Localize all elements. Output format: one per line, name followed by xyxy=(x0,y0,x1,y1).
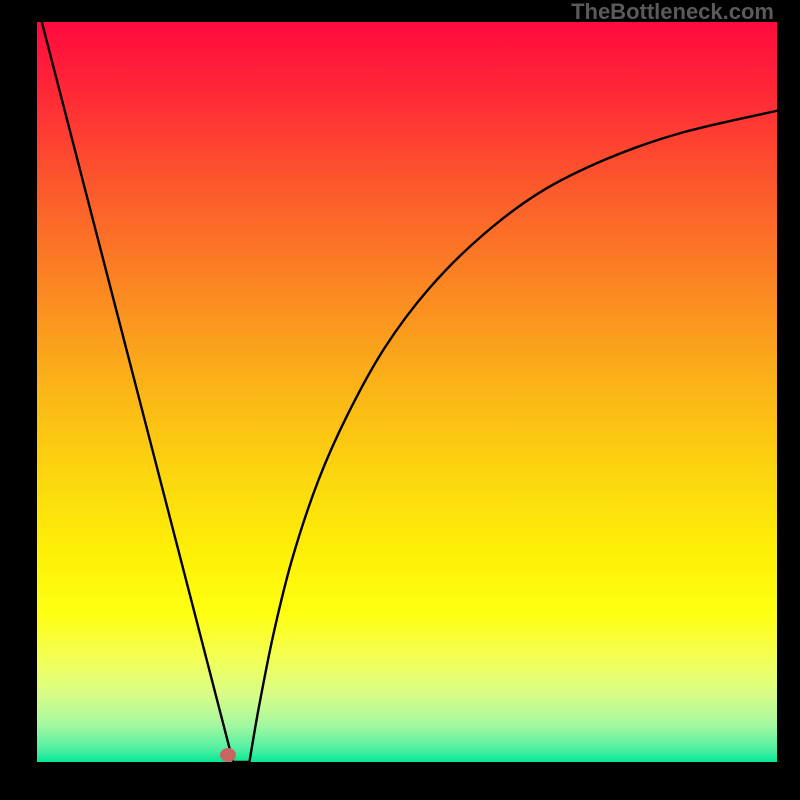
plot-area xyxy=(37,22,777,762)
minimum-marker xyxy=(220,748,236,762)
chart-frame: TheBottleneck.com xyxy=(0,0,800,800)
watermark-text: TheBottleneck.com xyxy=(571,0,774,25)
gradient-background xyxy=(37,22,777,762)
chart-svg xyxy=(37,22,777,762)
